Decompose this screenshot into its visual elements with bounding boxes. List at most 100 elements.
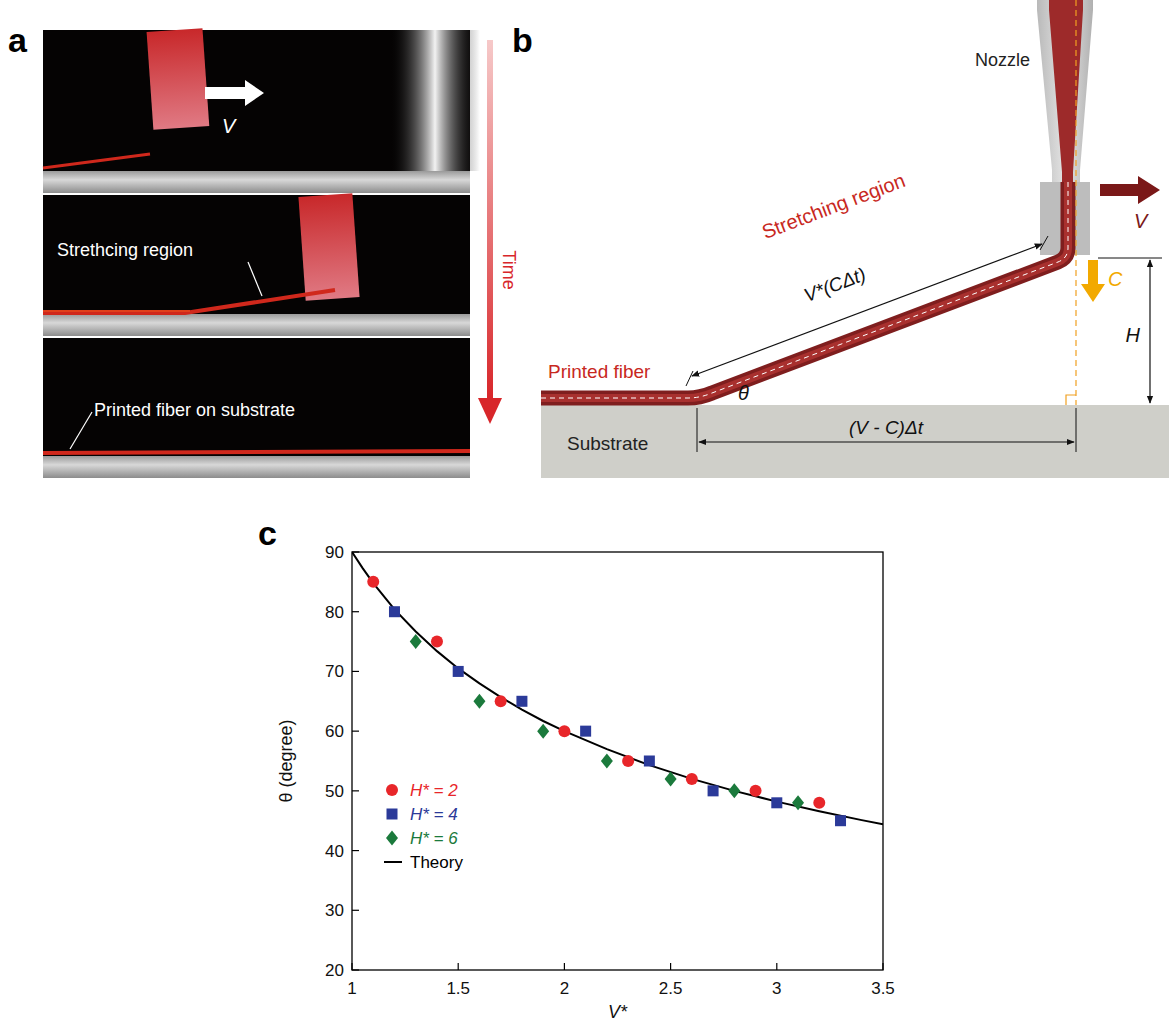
- dimension-tick: [1098, 258, 1162, 259]
- theory-line: [352, 552, 883, 824]
- x-tick-label: 3.5: [871, 979, 895, 998]
- y-tick: [352, 910, 359, 911]
- plot-marks: [352, 552, 883, 826]
- data-point: [708, 785, 719, 796]
- y-tick: [352, 671, 359, 672]
- photo-frame: [43, 338, 470, 478]
- time-arrowhead: [478, 398, 502, 424]
- data-point: [495, 695, 507, 707]
- x-tick-label: 3: [772, 979, 781, 998]
- dimension-tick: [1076, 408, 1077, 452]
- x-tick: [882, 963, 883, 970]
- data-point: [580, 726, 591, 737]
- data-point: [537, 724, 549, 739]
- x-tick: [564, 963, 565, 970]
- photo-nozzle: [147, 28, 210, 130]
- substrate: [541, 405, 1169, 478]
- y-tick: [352, 790, 359, 791]
- data-point: [686, 773, 698, 785]
- height-label: H: [1126, 324, 1141, 346]
- dimension-tick: [697, 408, 698, 452]
- y-tick: [352, 611, 359, 612]
- x-axis-title: V*: [608, 1002, 628, 1022]
- plot-frame: [352, 552, 883, 970]
- right-angle: [1066, 395, 1076, 405]
- y-tick-label: 30: [325, 901, 344, 920]
- y-tick: [352, 731, 359, 732]
- photo-nozzle: [298, 193, 359, 301]
- panel-letter: a: [8, 21, 28, 59]
- leader-line: [248, 262, 262, 296]
- x-tick: [776, 963, 777, 970]
- time-label: Time: [499, 250, 519, 289]
- photo-substrate: [43, 171, 470, 193]
- leader-line: [70, 412, 92, 449]
- printed-fiber-label: Printed fiber: [548, 361, 651, 382]
- photo-substrate: [43, 314, 470, 336]
- stretching-label: Strethcing region: [57, 240, 193, 260]
- legend-marker: [386, 831, 398, 846]
- panel-letter: b: [512, 21, 533, 59]
- photo-fiber: [43, 310, 190, 312]
- data-point: [516, 696, 527, 707]
- horizontal-length-label: (V - C)Δt: [849, 417, 924, 438]
- panel-letter: c: [258, 514, 277, 552]
- substrate-label: Substrate: [567, 433, 648, 454]
- data-point: [431, 636, 443, 648]
- data-point: [792, 795, 804, 810]
- x-tick: [670, 963, 671, 970]
- y-tick-label: 20: [325, 961, 344, 980]
- data-point: [601, 754, 613, 769]
- x-tick-label: 2: [560, 979, 569, 998]
- x-tick-label: 2.5: [659, 979, 683, 998]
- data-point: [771, 797, 782, 808]
- legend-marker: [386, 784, 398, 796]
- y-tick-label: 40: [325, 842, 344, 861]
- height-dimension: [1149, 260, 1150, 403]
- y-tick-label: 50: [325, 782, 344, 801]
- feed-label: C: [1108, 268, 1123, 290]
- velocity-label: V: [222, 115, 237, 137]
- y-tick: [352, 969, 359, 970]
- legend-label: H* = 4: [410, 805, 458, 824]
- y-tick-label: 60: [325, 722, 344, 741]
- figure: a b c V Strethcing region Printed fiber on su…: [0, 0, 1169, 1026]
- x-tick: [351, 963, 352, 970]
- velocity-arrow: [205, 80, 264, 106]
- legend-label: Theory: [410, 853, 463, 872]
- data-point: [835, 815, 846, 826]
- photo-fiber: [43, 290, 335, 313]
- dimension-tick: [1040, 236, 1048, 250]
- legend-label: H* = 2: [410, 781, 458, 800]
- y-tick: [352, 850, 359, 851]
- angle-label: θ: [738, 382, 749, 404]
- velocity-label: V: [1134, 210, 1149, 232]
- data-point: [367, 576, 379, 588]
- center-line: [1075, 0, 1076, 405]
- horizontal-dimension: [699, 441, 1074, 442]
- data-point: [644, 756, 655, 767]
- data-point: [728, 783, 740, 798]
- y-tick-label: 70: [325, 662, 344, 681]
- stretch-length-label: V*(CΔt): [801, 264, 869, 306]
- data-point: [453, 666, 464, 677]
- stretch-dimension: [692, 244, 1042, 376]
- nozzle-label: Nozzle: [975, 50, 1030, 70]
- data-point: [389, 606, 400, 617]
- printed-label: Printed fiber on substrate: [94, 400, 295, 420]
- y-axis-title: θ (degree): [276, 719, 296, 802]
- photo-fiber: [43, 154, 150, 168]
- photo-frame: [43, 195, 470, 336]
- x-tick-label: 1.5: [446, 979, 470, 998]
- data-point: [813, 797, 825, 809]
- data-point: [558, 725, 570, 737]
- feed-arrow: [1081, 260, 1105, 302]
- legend-line: [384, 861, 402, 863]
- y-tick-label: 90: [325, 543, 344, 562]
- y-tick-label: 80: [325, 603, 344, 622]
- legend-marker: [387, 809, 398, 820]
- data-point: [410, 634, 422, 649]
- data-point: [622, 755, 634, 767]
- photo-substrate: [43, 456, 470, 478]
- legend-label: H* = 6: [410, 829, 458, 848]
